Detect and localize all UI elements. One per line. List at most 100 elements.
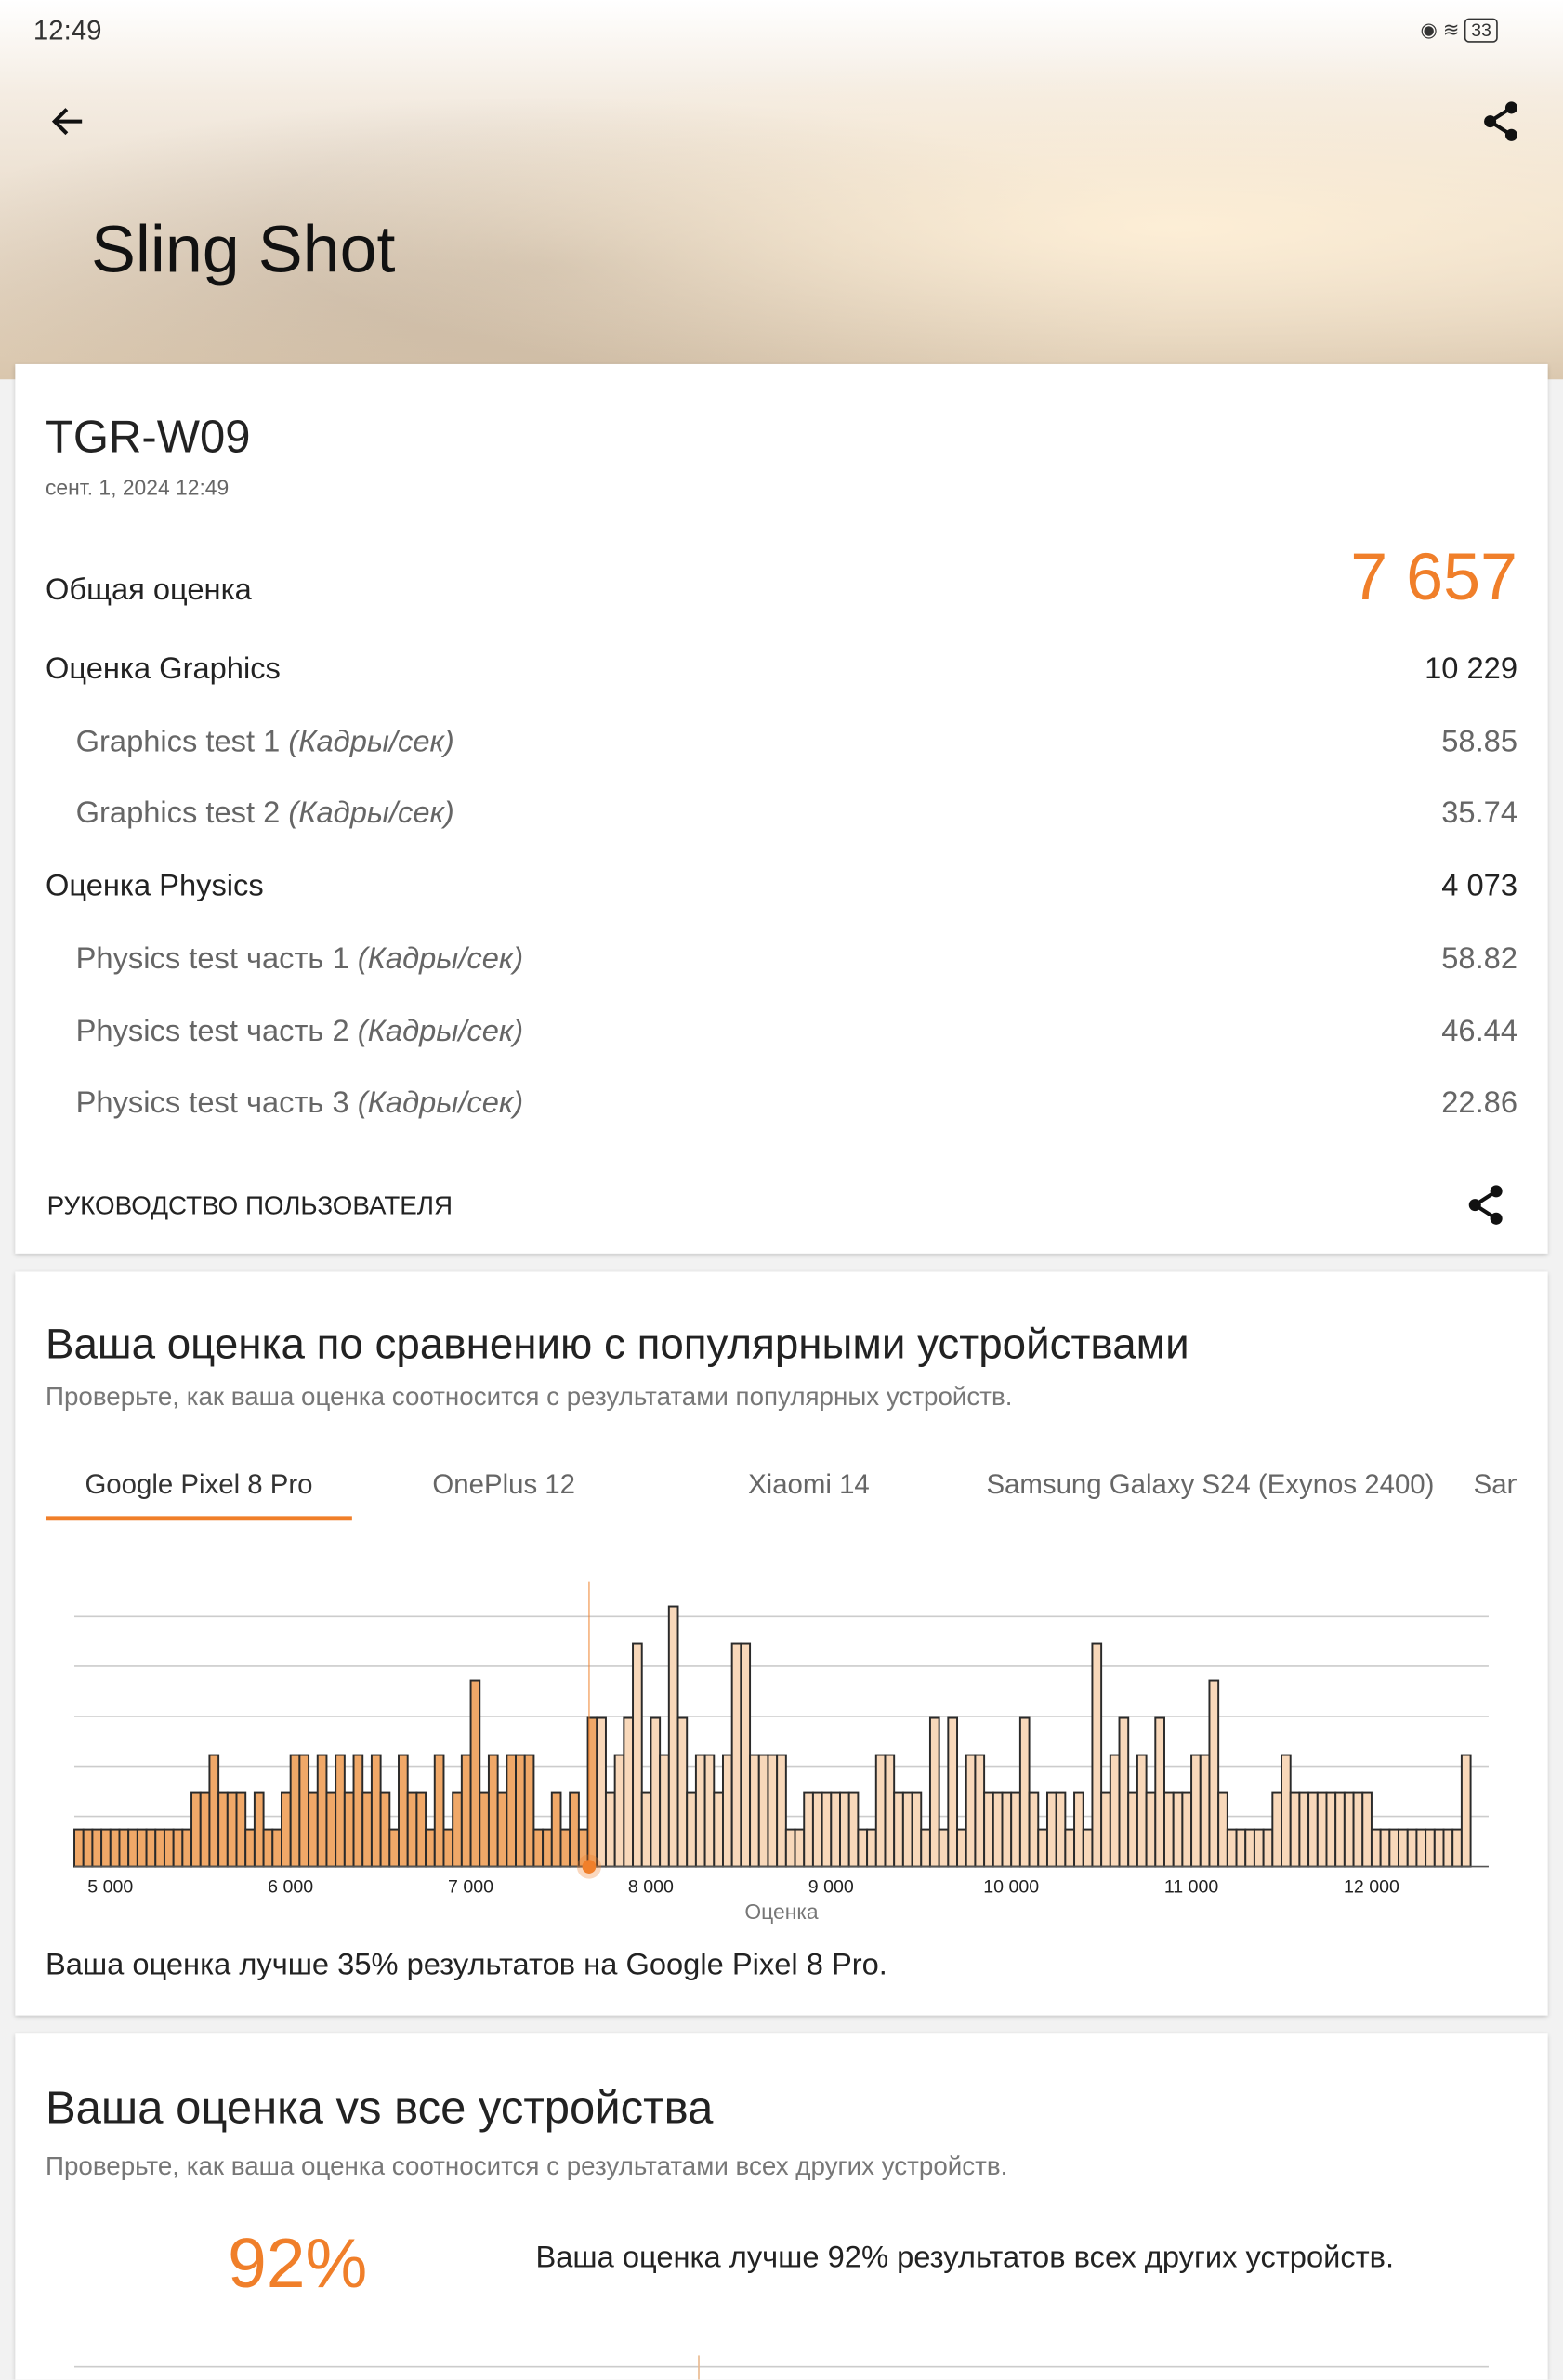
histogram-bar xyxy=(1181,1791,1193,1868)
histogram-bar xyxy=(857,1828,869,1868)
tab[interactable]: San xyxy=(1473,1468,1517,1500)
histogram-bar xyxy=(352,1754,364,1868)
histogram-bar xyxy=(569,1791,580,1868)
histogram-bar xyxy=(965,1754,977,1868)
histogram-bar xyxy=(154,1828,165,1868)
tab[interactable]: Xiaomi 14 xyxy=(748,1468,870,1500)
x-axis-label: Оценка xyxy=(744,1900,818,1924)
histogram-bar xyxy=(370,1754,382,1868)
row-value: 35.74 xyxy=(1441,796,1517,831)
histogram-bar xyxy=(388,1828,400,1868)
overall-row: Общая оценка 7 657 xyxy=(46,540,1517,619)
row-value: 4 073 xyxy=(1441,869,1517,903)
histogram-bar xyxy=(335,1754,346,1868)
histogram-bar xyxy=(532,1828,545,1868)
histogram-bar xyxy=(740,1642,752,1868)
histogram-bar xyxy=(659,1754,670,1868)
histogram-bar xyxy=(992,1791,1004,1868)
x-tick-label: 5 000 xyxy=(87,1877,133,1898)
histogram-bar xyxy=(1244,1828,1255,1868)
histogram-bar xyxy=(1109,1754,1121,1868)
histogram-bar xyxy=(749,1754,760,1868)
percentile: 92% xyxy=(227,2223,368,2303)
histogram-bar xyxy=(839,1791,850,1868)
test-row: Physics test часть 3 (Кадры/сек) 22.86 xyxy=(76,1087,1517,1133)
histogram-bar xyxy=(91,1828,103,1868)
histogram-bar xyxy=(506,1754,518,1868)
histogram-bar xyxy=(308,1791,319,1868)
tab[interactable]: OnePlus 12 xyxy=(432,1468,576,1500)
histogram-bar xyxy=(1055,1791,1067,1868)
histogram-bar xyxy=(316,1754,328,1868)
histogram-bar xyxy=(289,1754,301,1868)
histogram-bar xyxy=(730,1642,742,1868)
histogram-bar xyxy=(1361,1791,1373,1868)
histogram-bar xyxy=(433,1754,445,1868)
histogram-bar xyxy=(640,1791,652,1868)
histogram-bar xyxy=(542,1828,553,1868)
histogram-bar xyxy=(784,1828,796,1868)
histogram-bar xyxy=(415,1791,427,1868)
back-button[interactable] xyxy=(46,99,91,144)
row-value: 10 229 xyxy=(1425,652,1517,687)
row-value: 58.82 xyxy=(1441,941,1517,976)
share-button[interactable] xyxy=(1479,99,1525,144)
histogram-bar xyxy=(1460,1754,1472,1868)
histogram-bar xyxy=(623,1716,635,1868)
row-value: 46.44 xyxy=(1441,1014,1517,1048)
tab[interactable]: Samsung Galaxy S24 (Exynos 2400) xyxy=(986,1468,1435,1500)
histogram-bar xyxy=(703,1754,716,1868)
status-time: 12:49 xyxy=(33,15,102,46)
histogram-bar xyxy=(199,1791,211,1868)
tab-indicator xyxy=(45,1516,352,1521)
x-tick-label: 12 000 xyxy=(1344,1877,1399,1898)
histogram-bar xyxy=(452,1791,463,1868)
histogram-bar xyxy=(722,1754,733,1868)
histogram-bar xyxy=(866,1828,877,1868)
histogram-bar xyxy=(226,1791,238,1868)
histogram-bar xyxy=(1172,1791,1184,1868)
histogram-bar xyxy=(1028,1791,1040,1868)
histogram-bar xyxy=(604,1791,616,1868)
guide-link[interactable]: РУКОВОДСТВО ПОЛЬЗОВАТЕЛЯ xyxy=(46,1190,453,1220)
histogram-bar xyxy=(136,1828,148,1868)
histogram-bar xyxy=(550,1791,562,1868)
histogram-bar xyxy=(1298,1791,1310,1868)
histogram-bar xyxy=(406,1791,418,1868)
histogram-bar xyxy=(280,1791,292,1868)
x-tick-label: 8 000 xyxy=(628,1877,674,1898)
histogram-bar xyxy=(244,1828,256,1868)
histogram-bar xyxy=(460,1754,472,1868)
histogram-bar xyxy=(1370,1828,1382,1868)
histogram-bar xyxy=(1334,1791,1346,1868)
histogram-bar xyxy=(596,1716,607,1868)
histogram-bar xyxy=(1235,1828,1247,1868)
histogram-bar xyxy=(343,1791,355,1868)
histogram-bar xyxy=(974,1754,986,1868)
share-result-button[interactable] xyxy=(1464,1182,1510,1228)
tab[interactable]: Google Pixel 8 Pro xyxy=(85,1468,313,1500)
x-tick-label: 9 000 xyxy=(808,1877,854,1898)
result-card xyxy=(15,363,1548,1254)
histogram-bar xyxy=(1082,1828,1094,1868)
histogram-bar xyxy=(956,1828,967,1868)
histogram-bar xyxy=(559,1828,571,1868)
histogram-bar xyxy=(235,1791,247,1868)
row-label: Оценка Physics xyxy=(45,869,264,903)
histogram-bar xyxy=(1091,1642,1103,1868)
histogram-bar xyxy=(776,1754,787,1868)
histogram-bar xyxy=(1442,1828,1454,1868)
histogram-bar xyxy=(145,1828,157,1868)
histogram-bar xyxy=(757,1754,769,1868)
row-value: 22.86 xyxy=(1441,1086,1517,1121)
histogram-bar xyxy=(686,1791,697,1868)
histogram-bar xyxy=(100,1828,112,1868)
comparison-summary: Ваша оценка лучше 35% результатов на Goo… xyxy=(45,1948,887,1982)
test-row: Physics test часть 2 (Кадры/сек) 46.44 xyxy=(76,1015,1517,1060)
histogram-bar xyxy=(803,1791,814,1868)
histogram-bar xyxy=(361,1791,373,1868)
histogram-bar xyxy=(1037,1828,1048,1868)
histogram-bar xyxy=(469,1679,481,1868)
row-label: Physics test часть 2 xyxy=(75,1014,349,1048)
